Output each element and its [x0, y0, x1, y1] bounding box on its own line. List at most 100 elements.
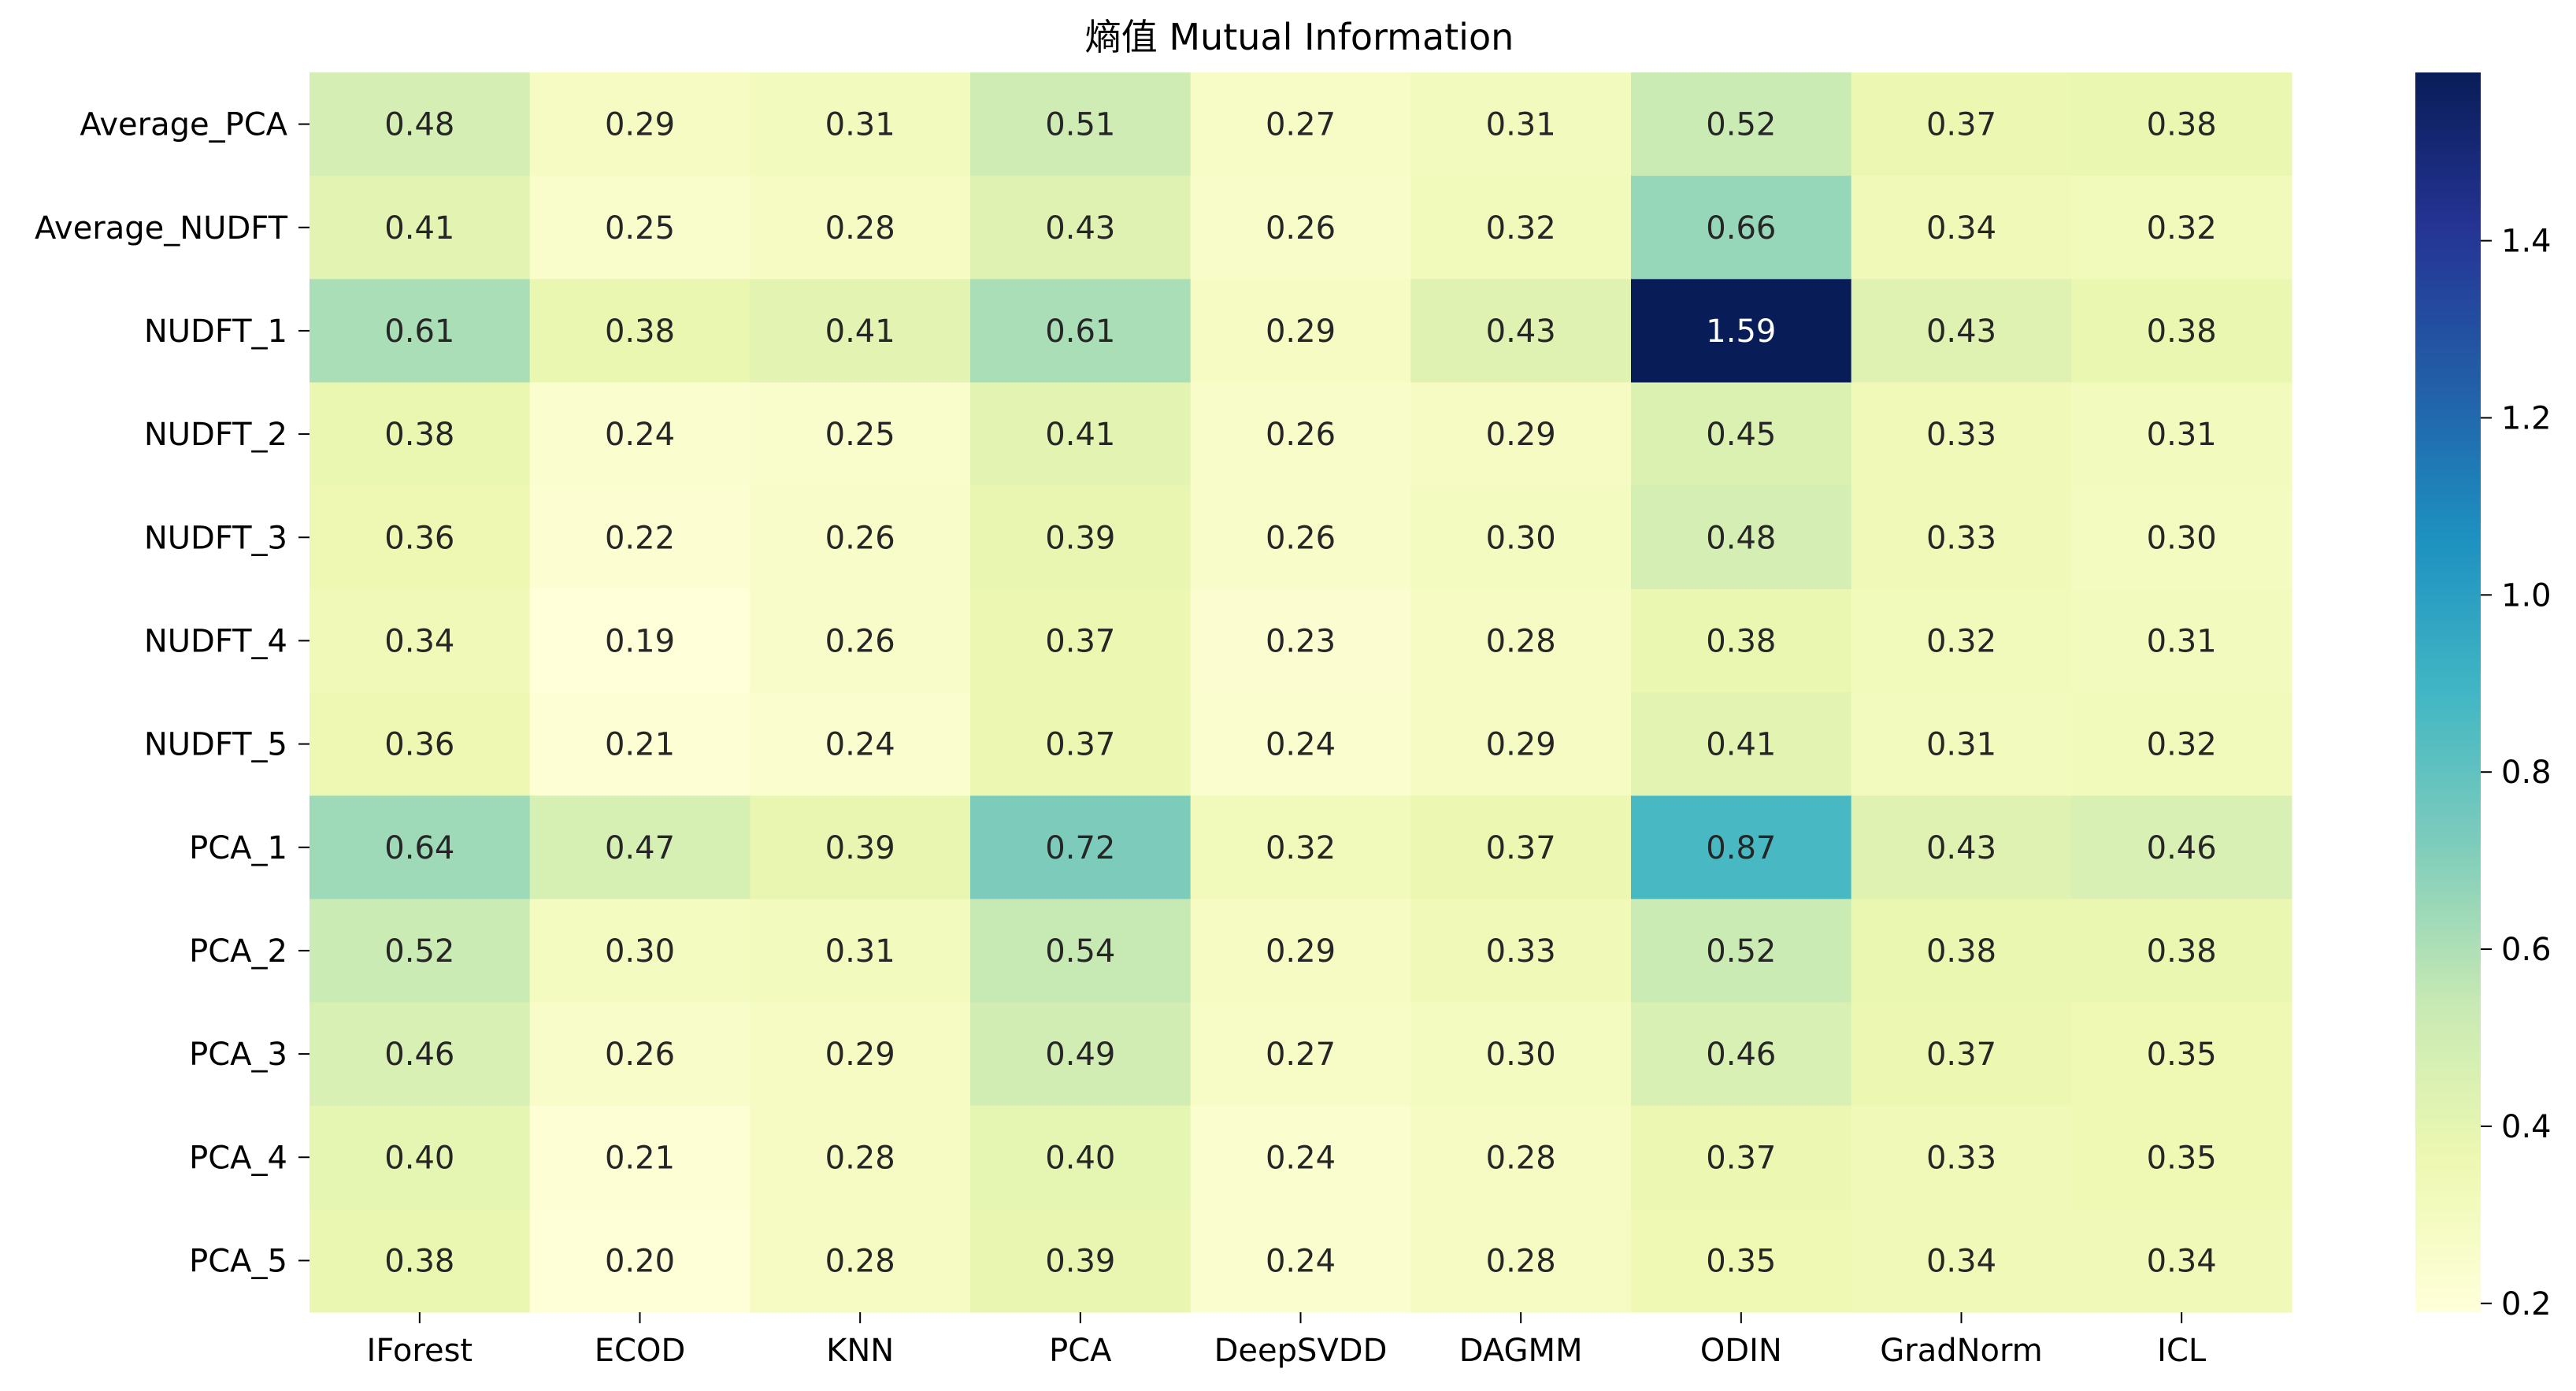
heatmap-cell: [1631, 176, 1852, 280]
y-tick-label: NUDFT_1: [144, 313, 287, 350]
cell-value-label: 0.28: [1486, 1243, 1556, 1279]
heatmap-cell: [529, 72, 751, 176]
cell-value-label: 0.34: [2147, 1243, 2217, 1279]
colorbar-tick-label: 0.6: [2501, 932, 2552, 968]
colorbar-tick-label: 1.2: [2501, 400, 2552, 436]
y-tick-label: PCA_3: [189, 1037, 287, 1073]
cell-value-label: 0.26: [1266, 417, 1336, 453]
y-tick-label: NUDFT_2: [144, 417, 287, 453]
cell-value-label: 0.36: [384, 520, 454, 556]
heatmap-cell: [1190, 176, 1411, 280]
colorbar-tick-label: 0.8: [2501, 755, 2552, 791]
cell-value-label: 0.64: [384, 830, 454, 866]
cell-value-label: 0.28: [1486, 623, 1556, 659]
cell-value-label: 0.46: [2147, 830, 2217, 866]
heatmap-cell: [529, 899, 751, 1003]
cell-value-label: 0.43: [1045, 210, 1115, 247]
heatmap-cell: [529, 796, 751, 900]
cell-value-label: 0.54: [1045, 933, 1115, 970]
heatmap-cell: [2071, 279, 2292, 383]
cell-value-label: 0.24: [1266, 1243, 1336, 1279]
cell-value-label: 0.35: [2147, 1037, 2217, 1073]
x-tick-label: ICL: [2157, 1333, 2207, 1369]
colorbar-gradient: [2415, 72, 2481, 1312]
cell-value-label: 0.52: [1706, 107, 1776, 143]
cell-value-label: 0.26: [1266, 520, 1336, 556]
cell-value-label: 0.37: [1926, 107, 1996, 143]
heatmap-cell: [970, 1002, 1192, 1107]
heatmap-cell: [970, 1208, 1192, 1313]
cell-value-label: 0.41: [384, 210, 454, 247]
y-tick-label: NUDFT_5: [144, 727, 287, 763]
cell-value-label: 0.27: [1266, 107, 1336, 143]
x-tick-label: KNN: [826, 1333, 894, 1369]
heatmap-cell: [750, 1208, 971, 1313]
cell-value-label: 0.38: [1706, 623, 1776, 659]
heatmap-cell: [970, 279, 1192, 383]
heatmap-cell: [1851, 279, 2072, 383]
heatmap-cell: [970, 796, 1192, 900]
heatmap-cell: [1631, 485, 1852, 590]
cell-value-label: 0.30: [2147, 520, 2217, 556]
cell-value-label: 0.34: [384, 623, 454, 659]
heatmap-cell: [1410, 176, 1632, 280]
cell-value-label: 0.26: [825, 623, 895, 659]
heatmap-cell: [2071, 588, 2292, 693]
cell-value-label: 0.38: [384, 1243, 454, 1279]
cell-value-label: 0.38: [1926, 933, 1996, 970]
heatmap-cell: [309, 72, 531, 176]
y-tick-label: PCA_4: [189, 1140, 287, 1176]
heatmap-cell: [750, 588, 971, 693]
cell-value-label: 0.46: [1706, 1037, 1776, 1073]
heatmap-cell: [970, 382, 1192, 487]
heatmap-cell: [970, 176, 1192, 280]
heatmap-cell: [750, 176, 971, 280]
cell-value-label: 0.37: [1926, 1037, 1996, 1073]
cell-value-label: 0.43: [1486, 313, 1556, 350]
cell-value-label: 0.25: [605, 210, 675, 247]
cell-value-label: 0.46: [384, 1037, 454, 1073]
heatmap-cell: [1410, 899, 1632, 1003]
heatmap-cell: [1190, 485, 1411, 590]
heatmap-cell: [970, 588, 1192, 693]
heatmap-cell: [970, 899, 1192, 1003]
colorbar-tick-label: 0.2: [2501, 1286, 2552, 1322]
y-tick-label: PCA_5: [189, 1243, 287, 1279]
heatmap-cell: [970, 692, 1192, 796]
cell-value-label: 0.26: [825, 520, 895, 556]
cell-value-label: 0.38: [384, 417, 454, 453]
heatmap-cell: [1631, 899, 1852, 1003]
heatmap-cell: [1631, 279, 1852, 383]
cell-value-label: 0.41: [825, 313, 895, 350]
heatmap-cell: [1631, 1105, 1852, 1210]
cell-value-label: 0.66: [1706, 210, 1776, 247]
cell-value-label: 0.61: [1045, 313, 1115, 350]
cell-value-label: 0.39: [825, 830, 895, 866]
cell-value-label: 0.34: [1926, 1243, 1996, 1279]
heatmap-cell: [750, 72, 971, 176]
cell-value-label: 0.41: [1706, 727, 1776, 763]
cell-value-label: 0.21: [605, 1140, 675, 1176]
cell-value-label: 0.35: [1706, 1243, 1776, 1279]
chart-title: 熵值 Mutual Information: [1085, 16, 1514, 58]
heatmap-cell: [2071, 796, 2292, 900]
cell-value-label: 0.87: [1706, 830, 1776, 866]
heatmap-cell: [309, 692, 531, 796]
heatmap-cell: [750, 279, 971, 383]
colorbar-tick-label: 1.0: [2501, 577, 2552, 614]
y-axis: Average_PCA Average_NUDFT NUDFT_1 NUDFT_2 NU…: [35, 107, 309, 1279]
heatmap-cell: [529, 176, 751, 280]
y-tick-label: NUDFT_4: [144, 623, 287, 659]
y-tick-label: NUDFT_3: [144, 520, 287, 556]
heatmap-cell: [750, 796, 971, 900]
heatmap-cell: [1851, 1105, 2072, 1210]
heatmap-cell: [309, 588, 531, 693]
heatmap-cell: [2071, 899, 2292, 1003]
cell-value-label: 0.32: [1266, 830, 1336, 866]
heatmap-cell: [529, 1105, 751, 1210]
heatmap-cell: [750, 1105, 971, 1210]
x-axis: IForest ECOD KNN PCA DeepSVDD DAGMM ODIN GradNo…: [367, 1312, 2207, 1369]
cell-value-label: 0.38: [605, 313, 675, 350]
cell-value-label: 0.31: [825, 107, 895, 143]
cell-value-label: 0.32: [1486, 210, 1556, 247]
